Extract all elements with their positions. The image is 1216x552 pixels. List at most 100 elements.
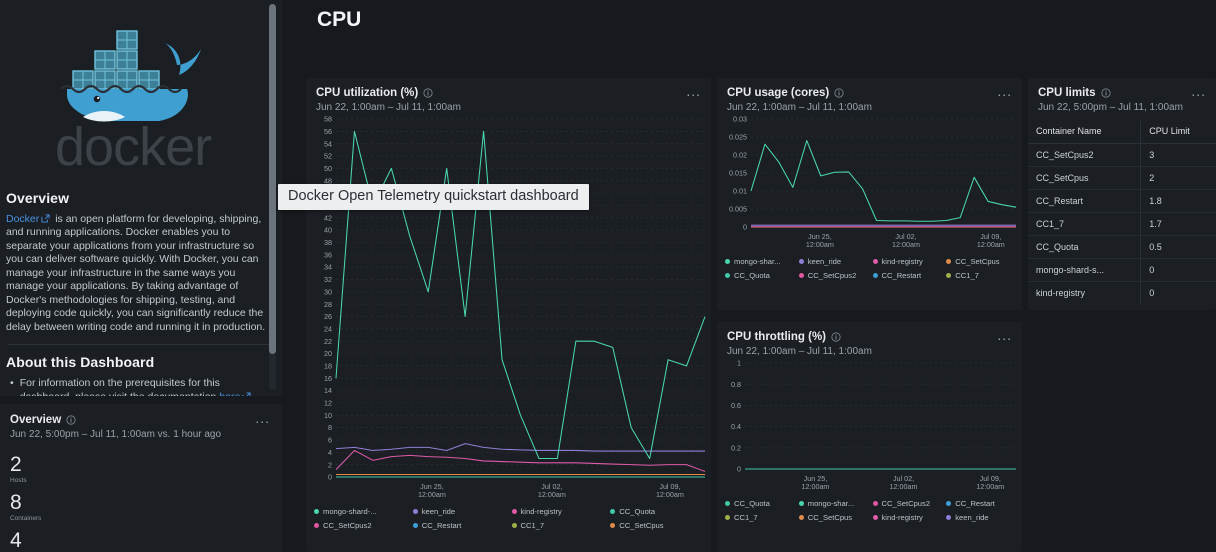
legend-color-dot	[314, 509, 319, 514]
legend-item[interactable]: keen_ride	[946, 513, 1020, 522]
legend-label: CC1_7	[520, 521, 545, 530]
table-row[interactable]: CC_SetCpus 2	[1028, 166, 1216, 190]
legend-label: CC1_7	[734, 513, 758, 522]
legend-color-dot	[412, 523, 418, 528]
column-header[interactable]: Container Name	[1028, 121, 1141, 144]
column-header[interactable]: CPU Limit	[1140, 121, 1216, 144]
legend-item[interactable]: kind-registry	[872, 513, 947, 522]
docker-link[interactable]: Docker	[6, 213, 40, 225]
svg-text:24: 24	[324, 324, 332, 333]
overview-panel-menu-button[interactable]: ...	[255, 410, 270, 426]
legend-color-dot	[725, 273, 730, 278]
legend-item[interactable]: mongo-shar...	[798, 499, 873, 508]
legend-item[interactable]: CC_Quota	[610, 507, 709, 516]
documentation-link[interactable]: here	[219, 391, 240, 396]
sidebar-scroll-region[interactable]: docker Overview Docker is an open platfo…	[0, 0, 282, 396]
container-name-cell: CC_SetCpus2	[1028, 143, 1141, 167]
legend-item[interactable]: CC_SetCpus2	[798, 271, 873, 280]
legend-item[interactable]: CC_Quota	[725, 499, 799, 508]
svg-text:16: 16	[324, 374, 332, 383]
legend-item[interactable]: CC_SetCpus2	[314, 521, 413, 530]
stat-value: 2	[10, 453, 22, 476]
legend-label: CC_SetCpus	[619, 521, 664, 530]
legend-item[interactable]: CC_SetCpus	[610, 521, 709, 530]
svg-text:36: 36	[324, 250, 332, 259]
stat-value: 8	[10, 491, 22, 514]
legend-item[interactable]: keen_ride	[798, 257, 873, 266]
info-icon[interactable]	[423, 88, 433, 98]
sidebar-scrollbar-thumb[interactable]	[269, 4, 276, 354]
legend-item[interactable]: CC_Quota	[725, 271, 799, 280]
svg-text:Jun 25,: Jun 25,	[808, 232, 832, 241]
table-row[interactable]: mongo-shard-s... 0	[1028, 258, 1216, 282]
table-row[interactable]: CC_Restart 1.8	[1028, 189, 1216, 213]
legend-color-dot	[725, 259, 730, 264]
stat-label: Containers	[10, 515, 42, 522]
legend-item[interactable]: CC_Restart	[872, 271, 947, 280]
stat-images: 4 Images	[10, 530, 270, 552]
info-icon[interactable]	[1100, 88, 1111, 98]
legend-label: keen_ride	[807, 257, 842, 266]
legend-color-dot	[798, 273, 804, 278]
legend-label: kind-registry	[881, 513, 923, 522]
cpu-usage-title: CPU usage (cores)	[727, 87, 830, 99]
table-row[interactable]: CC_SetCpus2 3	[1028, 143, 1216, 167]
svg-text:Jul 02,: Jul 02,	[895, 232, 916, 241]
table-row[interactable]: CC_Quota 0.5	[1028, 235, 1216, 259]
cpu-limits-subtitle: Jun 22, 5:00pm – Jul 11, 1:00am	[1038, 102, 1183, 113]
svg-text:Jun 25,: Jun 25,	[804, 474, 828, 483]
legend-item[interactable]: mongo-shard-...	[314, 507, 413, 516]
cpu-throttling-menu-button[interactable]: ...	[997, 327, 1012, 343]
svg-text:56: 56	[324, 127, 332, 136]
legend-item[interactable]: CC1_7	[511, 521, 611, 530]
container-name-cell: mongo-shard-s...	[1028, 258, 1141, 282]
legend-color-dot	[725, 501, 730, 506]
table-row[interactable]: CC1_7 1.7	[1028, 212, 1216, 236]
legend-item[interactable]: CC_Restart	[412, 521, 512, 530]
cpu-utilization-menu-button[interactable]: ...	[686, 83, 701, 99]
container-name-cell: CC_Restart	[1028, 189, 1141, 213]
svg-text:26: 26	[324, 312, 332, 321]
svg-text:12: 12	[324, 399, 332, 408]
legend-color-dot	[725, 515, 730, 520]
svg-text:12:00am: 12:00am	[890, 482, 918, 491]
svg-text:0: 0	[328, 473, 332, 482]
stat-hosts: 2 Hosts	[10, 454, 270, 484]
svg-text:12:00am: 12:00am	[892, 240, 920, 249]
info-icon[interactable]	[834, 88, 844, 98]
svg-text:48: 48	[324, 176, 332, 185]
legend-item[interactable]: CC_Restart	[946, 499, 1020, 508]
svg-text:6: 6	[328, 436, 332, 445]
external-link-icon	[242, 392, 251, 396]
legend-label: CC_SetCpus	[955, 257, 1000, 266]
docker-wordmark: docker	[55, 119, 213, 177]
legend-color-dot	[610, 523, 616, 528]
cpu-utilization-plot[interactable]: 0246810121416182022242628303234363840424…	[306, 113, 711, 503]
legend-item[interactable]: keen_ride	[412, 507, 512, 516]
legend-item[interactable]: kind-registry	[511, 507, 611, 516]
table-row[interactable]: kind-registry 0	[1028, 281, 1216, 304]
legend-color-dot	[872, 273, 878, 278]
svg-text:0.005: 0.005	[729, 205, 747, 214]
svg-text:18: 18	[324, 361, 332, 370]
sidebar-scrollbar[interactable]	[269, 4, 276, 390]
legend-item[interactable]: CC_SetCpus2	[872, 499, 947, 508]
legend-item[interactable]: mongo-shar...	[725, 257, 799, 266]
legend-item[interactable]: CC_SetCpus	[798, 513, 873, 522]
legend-color-dot	[946, 515, 952, 520]
stat-value: 4	[10, 529, 22, 552]
legend-color-dot	[946, 259, 952, 264]
info-icon[interactable]	[66, 415, 76, 425]
legend-item[interactable]: CC1_7	[946, 271, 1020, 280]
cpu-limits-menu-button[interactable]: ...	[1191, 83, 1206, 99]
svg-text:12:00am: 12:00am	[977, 240, 1005, 249]
legend-item[interactable]: CC1_7	[725, 513, 799, 522]
stat-containers: 8 Containers	[10, 492, 270, 522]
legend-item[interactable]: CC_SetCpus	[946, 257, 1020, 266]
legend-item[interactable]: kind-registry	[872, 257, 947, 266]
cpu-usage-subtitle: Jun 22, 1:00am – Jul 11, 1:00am	[727, 102, 872, 113]
cpu-usage-menu-button[interactable]: ...	[997, 83, 1012, 99]
info-icon[interactable]	[831, 332, 841, 342]
